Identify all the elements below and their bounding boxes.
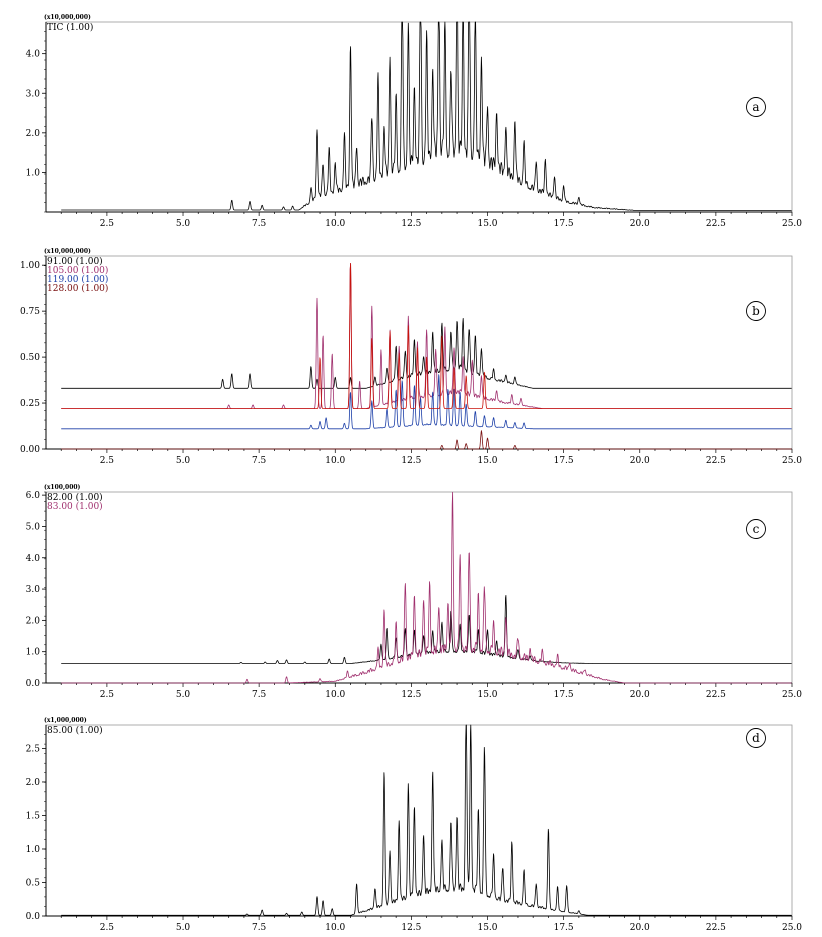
x-tick-label: 12.5 [401, 219, 421, 229]
legend-entry: 91.00 (1.00) [47, 256, 103, 267]
x-tick-label: 25.0 [782, 690, 802, 700]
x-tick-label: 7.5 [252, 219, 267, 229]
y-tick-label: 6.0 [26, 491, 41, 501]
y-tick-label: 0.50 [20, 353, 40, 363]
scale-label: (x10,000,000) [44, 248, 91, 255]
y-tick-label: 1.0 [26, 168, 41, 178]
x-tick-label: 25.0 [782, 923, 802, 933]
plot-frame [45, 491, 793, 684]
chart-panel-c: 2.5 5.0 7.5 10.0 12.5 15.0 17.5 20.0 22.5 25.0 0.0… [26, 484, 803, 700]
y-tick-label: 3.0 [26, 585, 41, 595]
y-tick-label: 4.0 [26, 50, 41, 60]
x-tick-label: 22.5 [706, 456, 726, 466]
series-line-0 [61, 724, 792, 916]
chart-panel-b: 2.5 5.0 7.5 10.0 12.5 15.0 17.5 20.0 22.5 25.0 0.0… [20, 248, 802, 466]
scale-label: (x10,000,000) [44, 14, 91, 21]
series-line-4 [61, 262, 792, 410]
legend-entry: 105.00 (1.00) [47, 265, 108, 276]
panel-label-circle [746, 728, 766, 748]
x-tick-label: 15.0 [477, 923, 497, 933]
x-tick-label: 5.0 [176, 690, 191, 700]
y-tick-label: 2.0 [26, 129, 41, 139]
x-tick-label: 12.5 [401, 456, 421, 466]
y-tick-label: 1.0 [26, 648, 41, 658]
x-tick-label: 17.5 [554, 923, 574, 933]
x-tick-label: 2.5 [100, 923, 115, 933]
x-tick-label: 20.0 [630, 456, 650, 466]
y-tick-label: 1.00 [20, 261, 40, 271]
x-tick-label: 12.5 [401, 690, 421, 700]
panel-label-circle [746, 301, 766, 321]
y-tick-label: 2.0 [26, 778, 41, 788]
legend-entry: TIC (1.00) [47, 22, 93, 33]
panel-label: b [752, 304, 760, 318]
y-tick-label: 2.0 [26, 616, 41, 626]
x-tick-label: 12.5 [401, 923, 421, 933]
x-tick-label: 2.5 [100, 219, 115, 229]
x-tick-label: 25.0 [782, 456, 802, 466]
legend-entry: 119.00 (1.00) [47, 274, 108, 285]
y-tick-label: 4.0 [26, 554, 41, 564]
panel-label-circle [746, 519, 766, 539]
legend-entry: 85.00 (1.00) [47, 725, 103, 736]
x-tick-label: 5.0 [176, 219, 191, 229]
panel-label: a [752, 100, 759, 114]
legend-entry: 128.00 (1.00) [47, 283, 108, 294]
y-tick-label: 0.5 [26, 878, 41, 888]
series-line-91-00-1-00 [61, 317, 792, 389]
series-line-105-00-1-00 [61, 262, 792, 410]
x-tick-label: 10.0 [325, 456, 345, 466]
panel-label: d [752, 731, 760, 745]
panel-label: c [753, 522, 760, 536]
y-tick-label: 1.0 [26, 845, 41, 855]
x-tick-label: 2.5 [100, 690, 115, 700]
x-tick-label: 22.5 [706, 923, 726, 933]
y-tick-label: 0.00 [20, 445, 40, 455]
legend-entry: 83.00 (1.00) [47, 501, 103, 512]
x-tick-label: 10.0 [325, 690, 345, 700]
scale-label: (x1,000,000) [44, 717, 87, 724]
x-tick-label: 20.0 [630, 690, 650, 700]
x-tick-label: 2.5 [100, 456, 115, 466]
series-line-83-00-1-00 [61, 491, 792, 684]
chart-panel-a: 2.5 5.0 7.5 10.0 12.5 15.0 17.5 20.0 22.5 25.0 1.0… [26, 14, 803, 229]
panel-label-circle [746, 97, 766, 117]
series-line-119-00-1-00 [61, 374, 792, 430]
y-tick-label: 3.0 [26, 89, 41, 99]
x-tick-label: 7.5 [252, 456, 267, 466]
y-tick-label: 2.5 [26, 744, 41, 754]
x-tick-label: 17.5 [554, 690, 574, 700]
y-tick-label: 0.0 [26, 679, 41, 689]
x-tick-label: 20.0 [630, 219, 650, 229]
x-tick-label: 22.5 [706, 690, 726, 700]
y-tick-label: 0.0 [26, 912, 41, 922]
x-tick-label: 5.0 [176, 456, 191, 466]
x-tick-label: 10.0 [325, 219, 345, 229]
y-tick-label: 5.0 [26, 522, 41, 532]
series-line-0 [61, 21, 792, 211]
x-tick-label: 15.0 [477, 690, 497, 700]
x-tick-label: 15.0 [477, 219, 497, 229]
y-tick-label: 0.25 [20, 399, 40, 409]
x-tick-label: 15.0 [477, 456, 497, 466]
x-tick-label: 22.5 [706, 219, 726, 229]
x-tick-label: 7.5 [252, 690, 267, 700]
legend-entry: 82.00 (1.00) [47, 492, 103, 503]
x-tick-label: 17.5 [554, 219, 574, 229]
x-tick-label: 17.5 [554, 456, 574, 466]
x-tick-label: 7.5 [252, 923, 267, 933]
y-tick-label: 1.5 [26, 811, 41, 821]
x-tick-label: 25.0 [782, 219, 802, 229]
scale-label: (x100,000) [44, 484, 81, 491]
chart-panel-d: 2.5 5.0 7.5 10.0 12.5 15.0 17.5 20.0 22.5 25.0 0.0… [26, 717, 803, 933]
x-tick-label: 10.0 [325, 923, 345, 933]
x-tick-label: 20.0 [630, 923, 650, 933]
plot-frame [45, 724, 793, 917]
x-tick-label: 5.0 [176, 923, 191, 933]
y-tick-label: 0.75 [20, 307, 40, 317]
series-line-128-00-1-00 [61, 430, 792, 450]
